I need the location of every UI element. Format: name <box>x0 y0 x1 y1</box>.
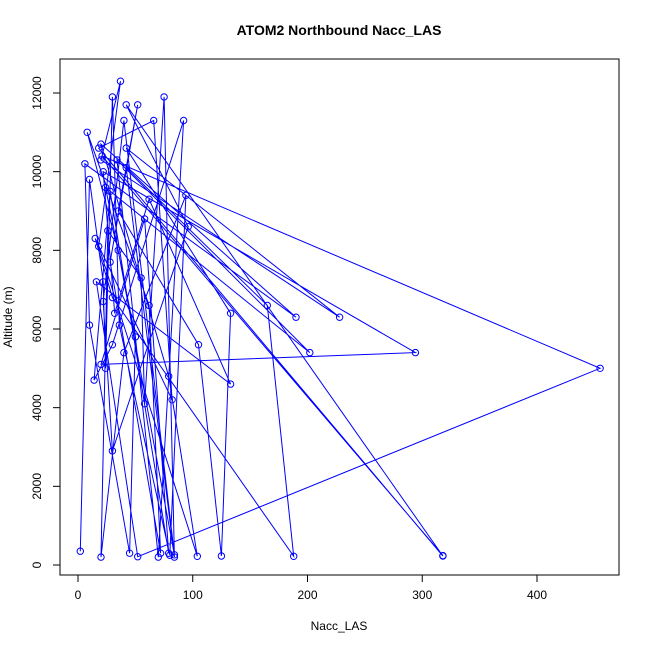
data-point <box>122 144 130 152</box>
data-point <box>85 175 94 184</box>
data-point <box>98 152 106 160</box>
y-tick-label: 6000 <box>30 315 44 342</box>
data-point <box>97 360 105 369</box>
data-point <box>134 553 142 561</box>
data-point <box>91 234 99 243</box>
data-point <box>111 309 119 317</box>
data-point <box>83 128 91 137</box>
data-point <box>76 547 85 555</box>
x-axis-label: Nacc_LAS <box>311 619 368 633</box>
data-point <box>160 93 168 101</box>
data-point <box>90 376 98 384</box>
data-point <box>108 341 117 349</box>
data-point <box>292 313 300 321</box>
data-point <box>165 372 173 380</box>
x-tick-label: 200 <box>297 588 317 602</box>
data-point <box>95 144 103 152</box>
y-tick-label: 12000 <box>30 76 44 110</box>
data-point <box>194 341 203 349</box>
data-point <box>168 396 176 404</box>
data-point <box>108 447 117 455</box>
data-point <box>99 297 107 306</box>
data-point <box>596 364 604 372</box>
data-point <box>81 160 89 168</box>
data-point <box>411 348 420 357</box>
data-point <box>104 227 112 235</box>
data-point <box>137 274 145 282</box>
y-axis-label: Altitude (m) <box>1 286 15 347</box>
data-point <box>85 321 94 329</box>
data-point <box>165 549 173 557</box>
data-point <box>101 183 110 192</box>
data-point <box>140 400 149 408</box>
data-point <box>184 223 192 231</box>
x-tick-label: 0 <box>75 588 82 602</box>
data-point <box>97 553 105 561</box>
data-point <box>306 348 314 357</box>
data-point <box>120 116 128 125</box>
data-point <box>134 101 142 109</box>
x-tick-label: 300 <box>412 588 432 602</box>
y-tick-label: 4000 <box>30 394 44 421</box>
y-tick-label: 2000 <box>30 473 44 500</box>
data-point <box>101 364 110 372</box>
data-point <box>193 552 202 560</box>
y-tick-label: 8000 <box>30 237 44 264</box>
data-point <box>335 313 344 321</box>
data-point <box>145 301 153 310</box>
series-line <box>79 81 602 559</box>
data-point <box>122 101 130 109</box>
data-point <box>99 168 107 176</box>
data-point <box>92 278 101 286</box>
x-tick-label: 100 <box>183 588 203 602</box>
data-point <box>108 93 117 101</box>
data-point <box>154 553 163 561</box>
series-layer <box>76 77 604 561</box>
data-point <box>179 116 188 125</box>
data-point <box>125 549 134 557</box>
x-tick-label: 400 <box>527 588 547 602</box>
data-point <box>226 380 235 388</box>
data-point <box>150 116 158 125</box>
data-point <box>439 551 447 560</box>
data-point <box>116 77 125 85</box>
data-point <box>113 156 121 164</box>
y-tick-label: 10000 <box>30 155 44 189</box>
data-point <box>122 164 130 172</box>
data-point <box>106 258 114 266</box>
data-point <box>97 156 105 164</box>
data-point <box>217 552 226 560</box>
data-point <box>156 549 165 557</box>
data-point <box>95 242 103 251</box>
y-tick-label: 0 <box>30 561 44 568</box>
data-point <box>114 207 122 215</box>
x-axis: 0 100 200 300 400 <box>75 574 547 602</box>
data-point <box>182 191 190 200</box>
data-point <box>170 553 179 561</box>
data-point <box>106 187 114 196</box>
data-point <box>226 309 235 317</box>
data-point <box>145 195 153 203</box>
data-point <box>140 215 149 223</box>
data-point <box>120 348 128 357</box>
data-point <box>290 552 298 560</box>
y-axis: 0 2000 4000 6000 8000 10000 12000 <box>30 76 61 568</box>
data-point <box>263 301 271 310</box>
data-point <box>115 321 124 329</box>
data-point <box>131 333 140 341</box>
data-point <box>97 140 105 148</box>
chart-title: ATOM2 Northbound Nacc_LAS <box>237 22 442 38</box>
data-point <box>114 246 122 255</box>
data-point <box>108 293 117 302</box>
